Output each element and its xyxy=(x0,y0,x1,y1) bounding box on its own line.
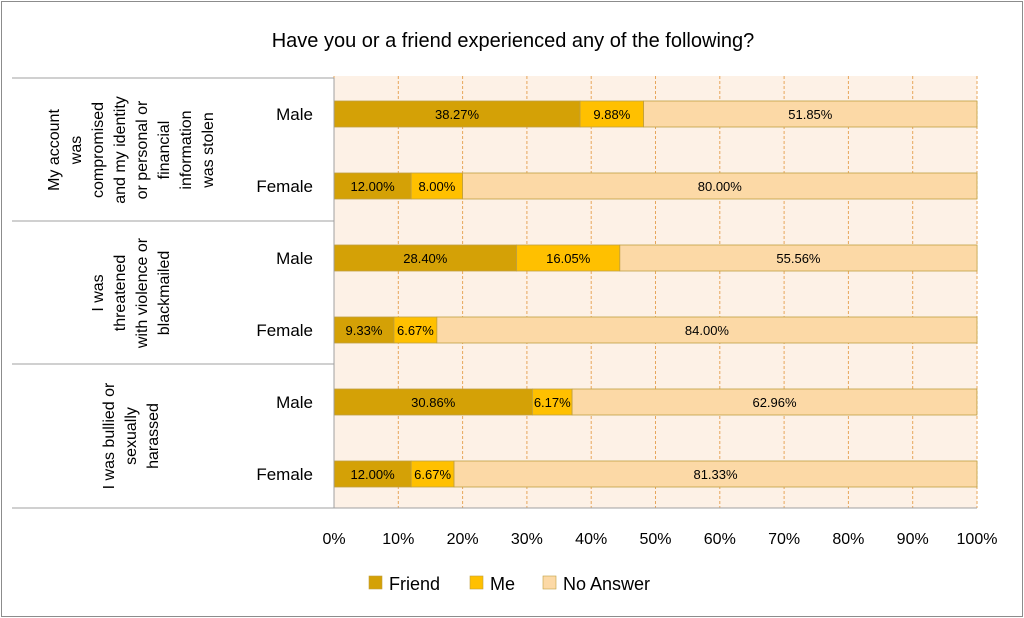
data-label: 6.17% xyxy=(534,395,571,410)
data-label: 81.33% xyxy=(693,467,738,482)
data-label: 55.56% xyxy=(776,251,821,266)
x-tick-label: 50% xyxy=(639,531,671,548)
data-label: 9.33% xyxy=(346,323,383,338)
x-tick-label: 20% xyxy=(447,531,479,548)
group-label-line: compromised xyxy=(90,102,107,198)
row-label: Female xyxy=(256,177,313,196)
group-label-line: I was xyxy=(90,274,107,311)
chart-title: Have you or a friend experienced any of … xyxy=(272,30,755,52)
group-label-line: and my identity xyxy=(112,96,129,204)
group-label-line: sexually xyxy=(123,407,140,465)
legend: Friend Me No Answer xyxy=(368,574,650,594)
legend-swatch xyxy=(542,575,557,590)
x-tick-label: 100% xyxy=(957,531,998,548)
legend-label: Me xyxy=(490,574,515,594)
group-label-line: financial xyxy=(156,121,173,180)
data-label: 6.67% xyxy=(397,323,434,338)
group-label-line: threatened xyxy=(112,255,129,332)
row-label: Female xyxy=(256,465,313,484)
data-label: 84.00% xyxy=(685,323,730,338)
row-label: Female xyxy=(256,321,313,340)
x-tick-label: 90% xyxy=(897,531,929,548)
legend-swatch xyxy=(469,575,484,590)
plot-area: 38.27% 9.88% 51.85% 12.00% 8.00% 80.00% 28.40%… xyxy=(333,76,978,508)
bar-segment xyxy=(571,388,978,416)
group-label-line: My account xyxy=(46,109,63,191)
legend-swatch xyxy=(368,575,383,590)
bar-segment xyxy=(333,244,518,272)
bar-segment xyxy=(532,388,573,416)
bar-segment xyxy=(333,388,533,416)
data-label: 80.00% xyxy=(698,179,743,194)
group-label-line: or personal or xyxy=(134,100,151,199)
legend-label: No Answer xyxy=(563,574,650,594)
group-label-line: I was bullied or xyxy=(101,382,118,489)
category-labels: Male Female Male Female Male Female My account… xyxy=(12,77,335,509)
data-label: 30.86% xyxy=(411,395,456,410)
group-label-line: blackmailed xyxy=(156,251,173,335)
group-label-line: was stolen xyxy=(200,112,217,189)
group-label-line: was xyxy=(68,136,85,165)
bar-segment xyxy=(436,316,978,344)
group-label-line: harassed xyxy=(145,403,162,469)
group-label-line: information xyxy=(178,110,195,189)
bar-segment xyxy=(516,244,621,272)
row-label: Male xyxy=(276,393,313,412)
x-tick-label: 60% xyxy=(704,531,736,548)
data-label: 9.88% xyxy=(593,107,630,122)
bar-segment xyxy=(410,460,455,488)
x-tick-label: 10% xyxy=(382,531,414,548)
legend-label: Friend xyxy=(389,574,440,594)
bar-segment xyxy=(333,460,412,488)
x-tick-label: 80% xyxy=(832,531,864,548)
x-axis: 0% 10% 20% 30% 40% 50% 60% 70% 80% 90% 100% xyxy=(322,507,998,548)
bar-segment xyxy=(619,244,978,272)
bar-segment xyxy=(462,172,978,200)
bar-segment xyxy=(643,100,978,128)
x-tick-label: 70% xyxy=(768,531,800,548)
x-tick-label: 0% xyxy=(322,531,345,548)
data-label: 38.27% xyxy=(435,107,480,122)
data-label: 8.00% xyxy=(418,179,455,194)
data-label: 12.00% xyxy=(351,467,396,482)
data-label: 12.00% xyxy=(351,179,396,194)
data-label: 51.85% xyxy=(788,107,833,122)
data-label: 28.40% xyxy=(403,251,448,266)
x-tick-label: 40% xyxy=(575,531,607,548)
group-label-line: with violence or xyxy=(134,237,151,349)
data-label: 62.96% xyxy=(752,395,797,410)
data-label: 16.05% xyxy=(546,251,591,266)
row-label: Male xyxy=(276,105,313,124)
bar-segment xyxy=(393,316,438,344)
data-label: 6.67% xyxy=(414,467,451,482)
x-tick-label: 30% xyxy=(511,531,543,548)
bar-segment xyxy=(453,460,978,488)
row-label: Male xyxy=(276,249,313,268)
